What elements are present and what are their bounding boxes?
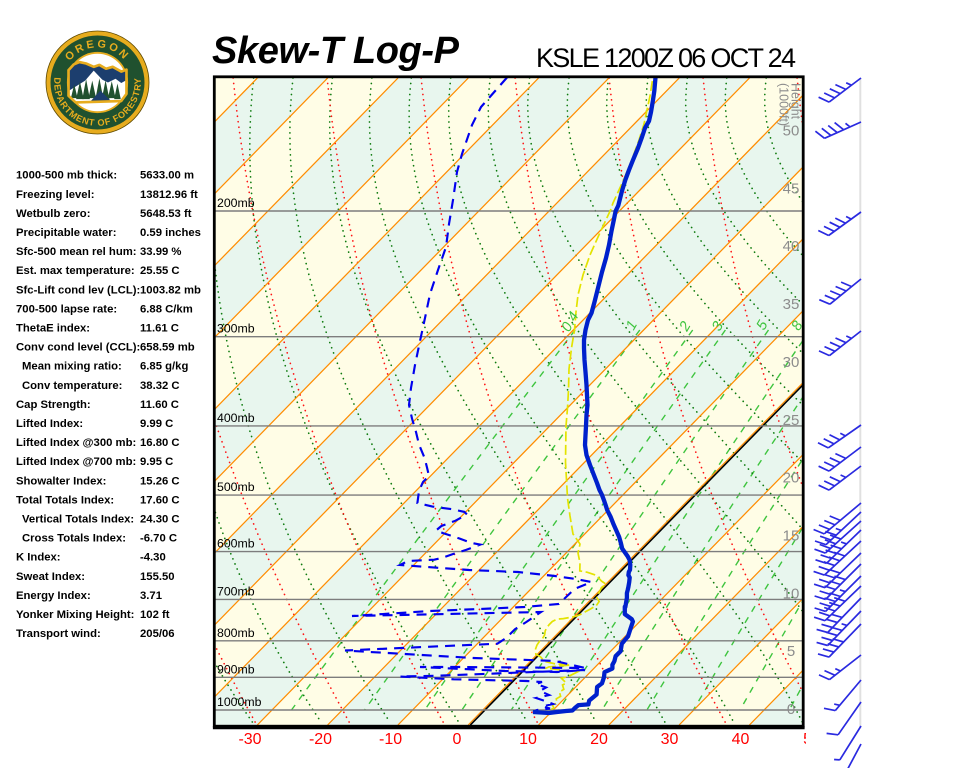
svg-text:Wetbulb zero:: Wetbulb zero: [16,208,90,220]
svg-text:Skew-T Log-P: Skew-T Log-P [212,30,460,72]
svg-text:5633.00 m: 5633.00 m [140,170,194,182]
svg-text:20: 20 [783,470,800,487]
svg-text:5: 5 [787,643,795,660]
svg-text:Conv cond level (CCL):: Conv cond level (CCL): [16,342,140,354]
svg-text:0.59 inches: 0.59 inches [140,227,201,239]
svg-text:33.99 %: 33.99 % [140,246,181,258]
svg-text:800mb: 800mb [217,626,255,640]
svg-text:1000mb: 1000mb [217,695,262,709]
svg-text:102 ft: 102 ft [140,609,170,621]
svg-text:Lifted Index @700 mb:: Lifted Index @700 mb: [16,456,136,468]
svg-text:600mb: 600mb [217,537,255,551]
svg-text:9.95 C: 9.95 C [140,456,173,468]
svg-text:155.50: 155.50 [140,571,175,583]
svg-text:1000-500 mb thick:: 1000-500 mb thick: [16,170,117,182]
svg-text:0: 0 [787,701,795,718]
svg-text:Vertical Totals Index:: Vertical Totals Index: [22,514,134,526]
svg-text:45: 45 [783,180,800,197]
svg-text:658.59 mb: 658.59 mb [140,342,195,354]
svg-text:40: 40 [783,238,800,255]
svg-text:35: 35 [783,296,800,313]
svg-text:10: 10 [783,585,800,602]
svg-text:Precipitable water:: Precipitable water: [16,227,116,239]
svg-text:500mb: 500mb [217,480,255,494]
svg-text:Lifted Index @300 mb:: Lifted Index @300 mb: [16,437,136,449]
svg-text:700mb: 700mb [217,584,255,598]
svg-text:Sfc-Lift cond lev (LCL):: Sfc-Lift cond lev (LCL): [16,284,140,296]
svg-text:700-500 lapse rate:: 700-500 lapse rate: [16,303,117,315]
svg-text:Transport wind:: Transport wind: [16,628,101,640]
svg-text:Yonker Mixing Height:: Yonker Mixing Height: [16,609,134,621]
svg-text:ThetaE index:: ThetaE index: [16,323,90,335]
svg-text:25.55 C: 25.55 C [140,265,180,277]
svg-text:38.32 C: 38.32 C [140,380,180,392]
svg-text:6.88 C/km: 6.88 C/km [140,303,193,315]
svg-text:30: 30 [783,354,800,371]
svg-text:1003.82 mb: 1003.82 mb [140,284,201,296]
svg-text:20: 20 [590,731,608,748]
svg-text:-20: -20 [309,731,332,748]
svg-text:11.60 C: 11.60 C [140,399,179,411]
svg-text:Showalter Index:: Showalter Index: [16,475,106,487]
svg-text:Cross Totals Index:: Cross Totals Index: [22,533,126,545]
svg-text:(1000ft): (1000ft) [777,83,791,126]
svg-text:9.99 C: 9.99 C [140,418,173,430]
svg-text:-4.30: -4.30 [140,552,166,564]
svg-text:K Index:: K Index: [16,552,61,564]
svg-text:30: 30 [661,731,679,748]
svg-text:Mean mixing ratio:: Mean mixing ratio: [22,361,122,373]
svg-text:11.61 C: 11.61 C [140,323,179,335]
svg-text:6.85 g/kg: 6.85 g/kg [140,361,188,373]
svg-text:16.80 C: 16.80 C [140,437,180,449]
svg-text:10: 10 [519,731,537,748]
svg-text:900mb: 900mb [217,662,255,676]
svg-text:300mb: 300mb [217,322,255,336]
svg-text:Total Totals Index:: Total Totals Index: [16,494,114,506]
svg-text:24.30 C: 24.30 C [140,514,180,526]
svg-text:Freezing level:: Freezing level: [16,189,94,201]
svg-text:KSLE 1200Z 06 OCT 24: KSLE 1200Z 06 OCT 24 [536,43,796,73]
svg-text:Conv temperature:: Conv temperature: [22,380,122,392]
svg-text:Lifted Index:: Lifted Index: [16,418,83,430]
svg-text:3.71: 3.71 [140,590,162,602]
svg-text:Cap Strength:: Cap Strength: [16,399,91,411]
svg-text:5648.53 ft: 5648.53 ft [140,208,192,220]
svg-text:-10: -10 [379,731,402,748]
svg-text:0: 0 [453,731,462,748]
svg-text:200mb: 200mb [217,196,255,210]
svg-text:400mb: 400mb [217,411,255,425]
svg-text:15.26 C: 15.26 C [140,475,180,487]
svg-text:13812.96 ft: 13812.96 ft [140,189,198,201]
svg-text:-30: -30 [238,731,261,748]
svg-text:25: 25 [783,412,800,429]
svg-text:40: 40 [732,731,750,748]
svg-text:Energy Index:: Energy Index: [16,590,91,602]
svg-text:Est. max temperature:: Est. max temperature: [16,265,135,277]
svg-text:205/06: 205/06 [140,628,175,640]
svg-text:17.60 C: 17.60 C [140,494,180,506]
svg-text:-6.70 C: -6.70 C [140,533,177,545]
svg-text:Sfc-500 mean rel hum:: Sfc-500 mean rel hum: [16,246,137,258]
svg-text:15: 15 [783,528,800,545]
svg-text:Sweat Index:: Sweat Index: [16,571,85,583]
